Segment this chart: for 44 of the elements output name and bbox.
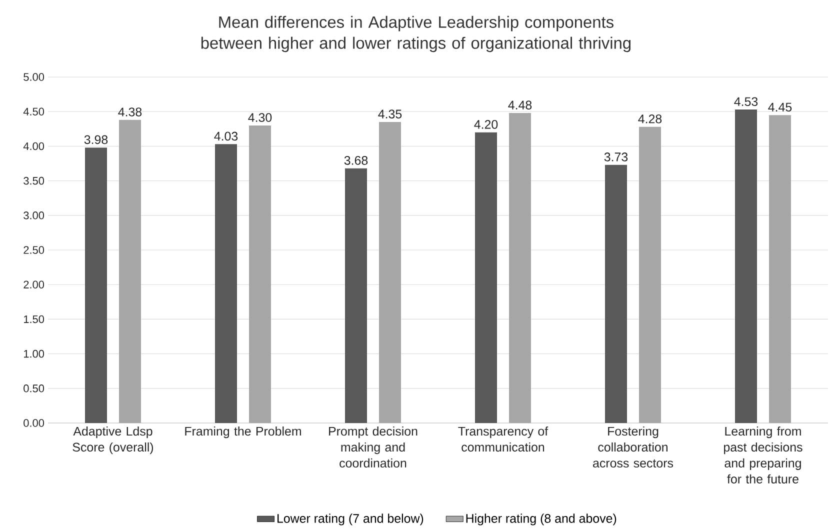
legend-label: Higher rating (8 and above) bbox=[466, 514, 616, 526]
y-tick-label: 3.50 bbox=[24, 176, 44, 185]
bar bbox=[605, 164, 628, 423]
chart-title: Mean differences in Adaptive Leadership components between higher and lower ratings of organizational thriving bbox=[201, 16, 630, 52]
legend-label: Lower rating (7 and below) bbox=[278, 514, 424, 526]
data-label: 3.73 bbox=[604, 152, 628, 162]
bar bbox=[509, 112, 532, 423]
bar bbox=[769, 115, 792, 423]
data-label: 4.53 bbox=[734, 97, 758, 106]
bar bbox=[345, 168, 368, 423]
y-tick-label: 4.00 bbox=[23, 142, 44, 150]
data-label: 4.28 bbox=[638, 114, 662, 124]
bar bbox=[639, 126, 662, 423]
x-tick-label: Fostering collaboration across sectors bbox=[593, 426, 674, 468]
x-tick-label: Framing the Problem bbox=[185, 426, 301, 438]
data-label: 3.98 bbox=[84, 135, 108, 144]
bar bbox=[215, 144, 237, 423]
bar bbox=[475, 132, 498, 423]
bar bbox=[735, 110, 758, 423]
bar bbox=[249, 125, 272, 423]
data-label: 4.20 bbox=[474, 120, 498, 129]
data-label: 4.30 bbox=[248, 113, 272, 122]
bar bbox=[119, 120, 141, 423]
y-tick-label: 5.00 bbox=[24, 73, 44, 81]
data-label: 3.68 bbox=[344, 156, 368, 165]
data-label: 4.35 bbox=[378, 110, 402, 118]
y-tick-label: 0.50 bbox=[24, 384, 44, 392]
bar bbox=[379, 122, 402, 423]
data-label: 4.38 bbox=[118, 108, 142, 116]
data-label: 4.03 bbox=[214, 132, 238, 141]
y-tick-label: 0.00 bbox=[24, 419, 44, 427]
x-tick-label: Adaptive Ldsp Score (overall) bbox=[72, 426, 154, 454]
y-tick-label: 2.50 bbox=[24, 246, 44, 254]
x-tick-label: Learning from past decisions and preparing for the future bbox=[724, 426, 802, 484]
y-tick-label: 4.50 bbox=[23, 108, 44, 116]
data-label: 4.45 bbox=[768, 102, 792, 112]
y-tick-label: 2.00 bbox=[24, 280, 44, 288]
x-tick-label: Transparency of communication bbox=[458, 426, 548, 452]
y-tick-label: 1.50 bbox=[24, 315, 44, 324]
y-tick-label: 3.00 bbox=[24, 212, 44, 220]
y-tick-label: 1.00 bbox=[24, 350, 44, 358]
x-tick-label: Prompt decision making and coordination bbox=[329, 426, 418, 468]
data-label: 4.48 bbox=[508, 100, 532, 110]
bar bbox=[85, 148, 107, 423]
